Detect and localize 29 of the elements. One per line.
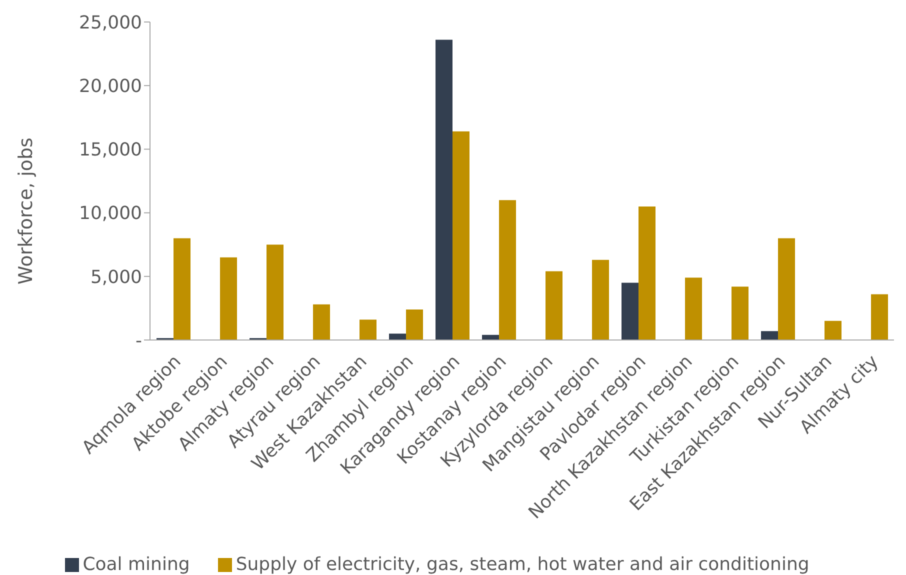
bar: [592, 260, 610, 340]
bar: [546, 271, 563, 340]
y-tick-label: 5,000: [90, 266, 142, 288]
bar: [761, 331, 778, 340]
bar: [436, 40, 453, 340]
bar: [685, 278, 702, 340]
bar: [778, 238, 796, 340]
bar: [732, 286, 749, 340]
bar: [622, 282, 639, 340]
bar: [499, 200, 516, 340]
y-tick-label: -: [136, 330, 142, 352]
legend-label: Coal mining: [82, 554, 190, 575]
y-tick-label: 20,000: [79, 76, 142, 97]
bar: [220, 257, 238, 340]
y-tick-label: 25,000: [79, 12, 142, 34]
bar: [389, 334, 406, 340]
bar: [313, 304, 330, 340]
bar: [266, 244, 284, 340]
y-axis-title: Workforce, jobs: [15, 138, 37, 284]
bar: [638, 206, 656, 340]
bar: [406, 309, 424, 340]
legend-label: Supply of electricity, gas, steam, hot water and air conditioning: [236, 554, 810, 575]
bar: [174, 238, 191, 340]
bar: [871, 294, 888, 340]
bar: [824, 320, 842, 340]
y-tick-label: 10,000: [79, 203, 142, 224]
y-tick-label: 15,000: [79, 140, 142, 161]
bar: [360, 320, 377, 340]
bar: [452, 131, 470, 340]
